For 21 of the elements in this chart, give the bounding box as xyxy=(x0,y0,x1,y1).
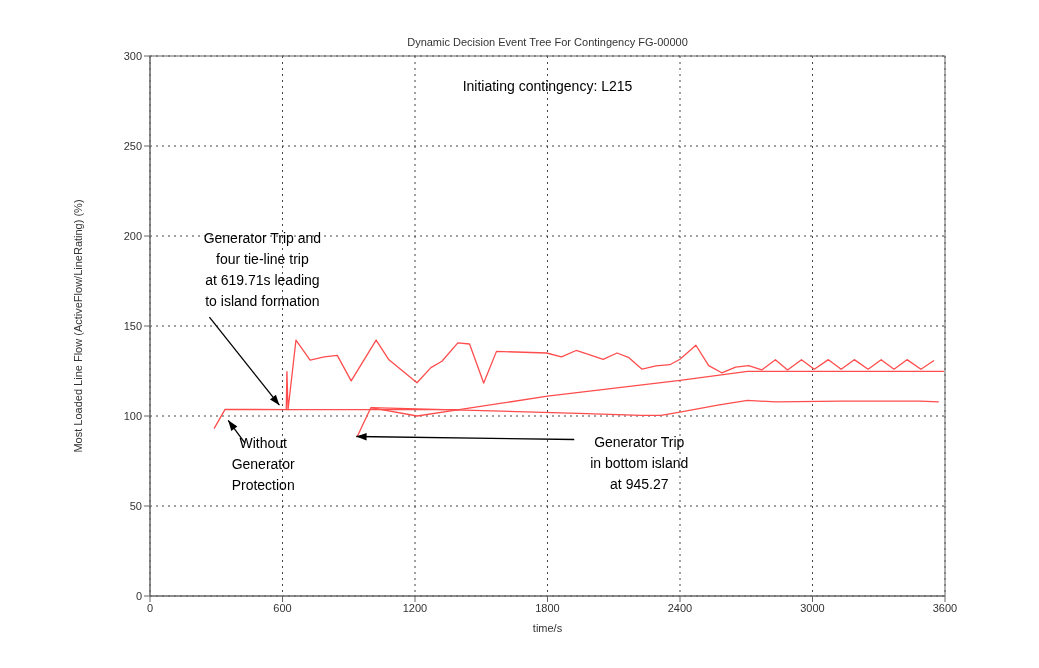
y-tick-label: 50 xyxy=(129,499,142,512)
y-tick-label: 250 xyxy=(123,139,142,152)
x-tick-label: 1200 xyxy=(402,601,428,614)
x-tick-label: 3600 xyxy=(932,601,958,614)
annotation: Initiating contingency: L215 xyxy=(462,78,633,94)
x-axis-title: time/s xyxy=(532,622,563,634)
annotation: Generator Trip in bottom island at 945.27 xyxy=(590,433,689,492)
x-tick-label: 1800 xyxy=(535,601,560,614)
x-tick-label: 600 xyxy=(273,601,292,614)
y-tick-label: 0 xyxy=(135,589,142,602)
chart-title: Dynamic Decision Event Tree For Contingency FG-00000 xyxy=(407,36,688,48)
y-tick-label: 200 xyxy=(123,229,142,242)
y-tick-label: 150 xyxy=(123,319,142,332)
annotation: Without Generator Protection xyxy=(231,435,296,494)
x-tick-label: 0 xyxy=(146,601,154,614)
y-tick-label: 100 xyxy=(123,409,142,422)
y-tick-label: 300 xyxy=(123,49,142,62)
x-tick-label: 2400 xyxy=(667,601,693,614)
y-axis-title: Most Loaded Line Flow (ActiveFlow/LineRating) (%) xyxy=(71,199,84,453)
x-tick-label: 3000 xyxy=(800,601,825,614)
annotation: Generator Trip and four tie-line trip at 619.71s leading to island formation xyxy=(203,230,322,310)
